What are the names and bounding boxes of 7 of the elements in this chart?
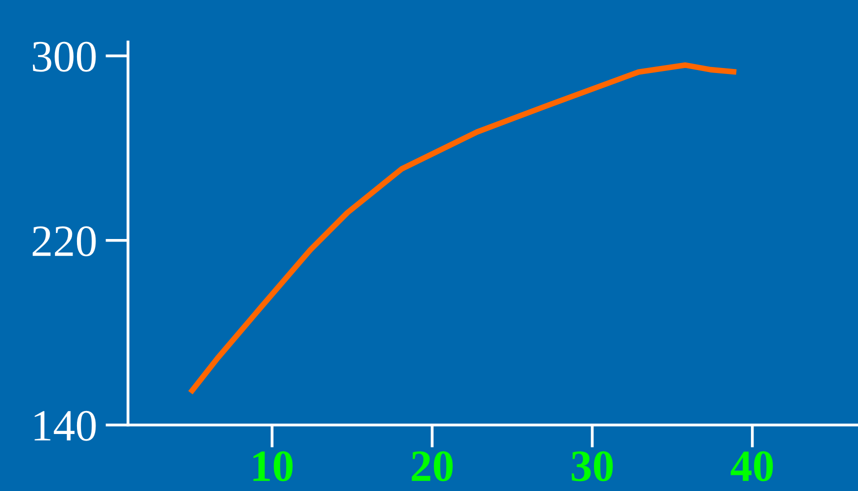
x-tick-label: 20	[412, 451, 453, 482]
y-tick-label: 300	[32, 42, 96, 72]
x-tick-label: 30	[572, 451, 613, 482]
y-tick-label: 140	[34, 410, 96, 441]
x-tick-label: 40	[730, 451, 773, 482]
y-tick-label: 220	[32, 226, 96, 256]
x-tick-label: 10	[253, 451, 293, 482]
